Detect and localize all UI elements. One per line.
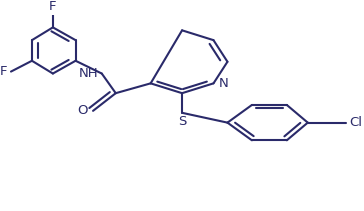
Text: F: F bbox=[49, 0, 57, 13]
Text: N: N bbox=[219, 77, 229, 90]
Text: NH: NH bbox=[79, 67, 98, 80]
Text: O: O bbox=[77, 104, 88, 117]
Text: S: S bbox=[178, 115, 186, 128]
Text: Cl: Cl bbox=[350, 116, 363, 129]
Text: F: F bbox=[0, 65, 8, 78]
